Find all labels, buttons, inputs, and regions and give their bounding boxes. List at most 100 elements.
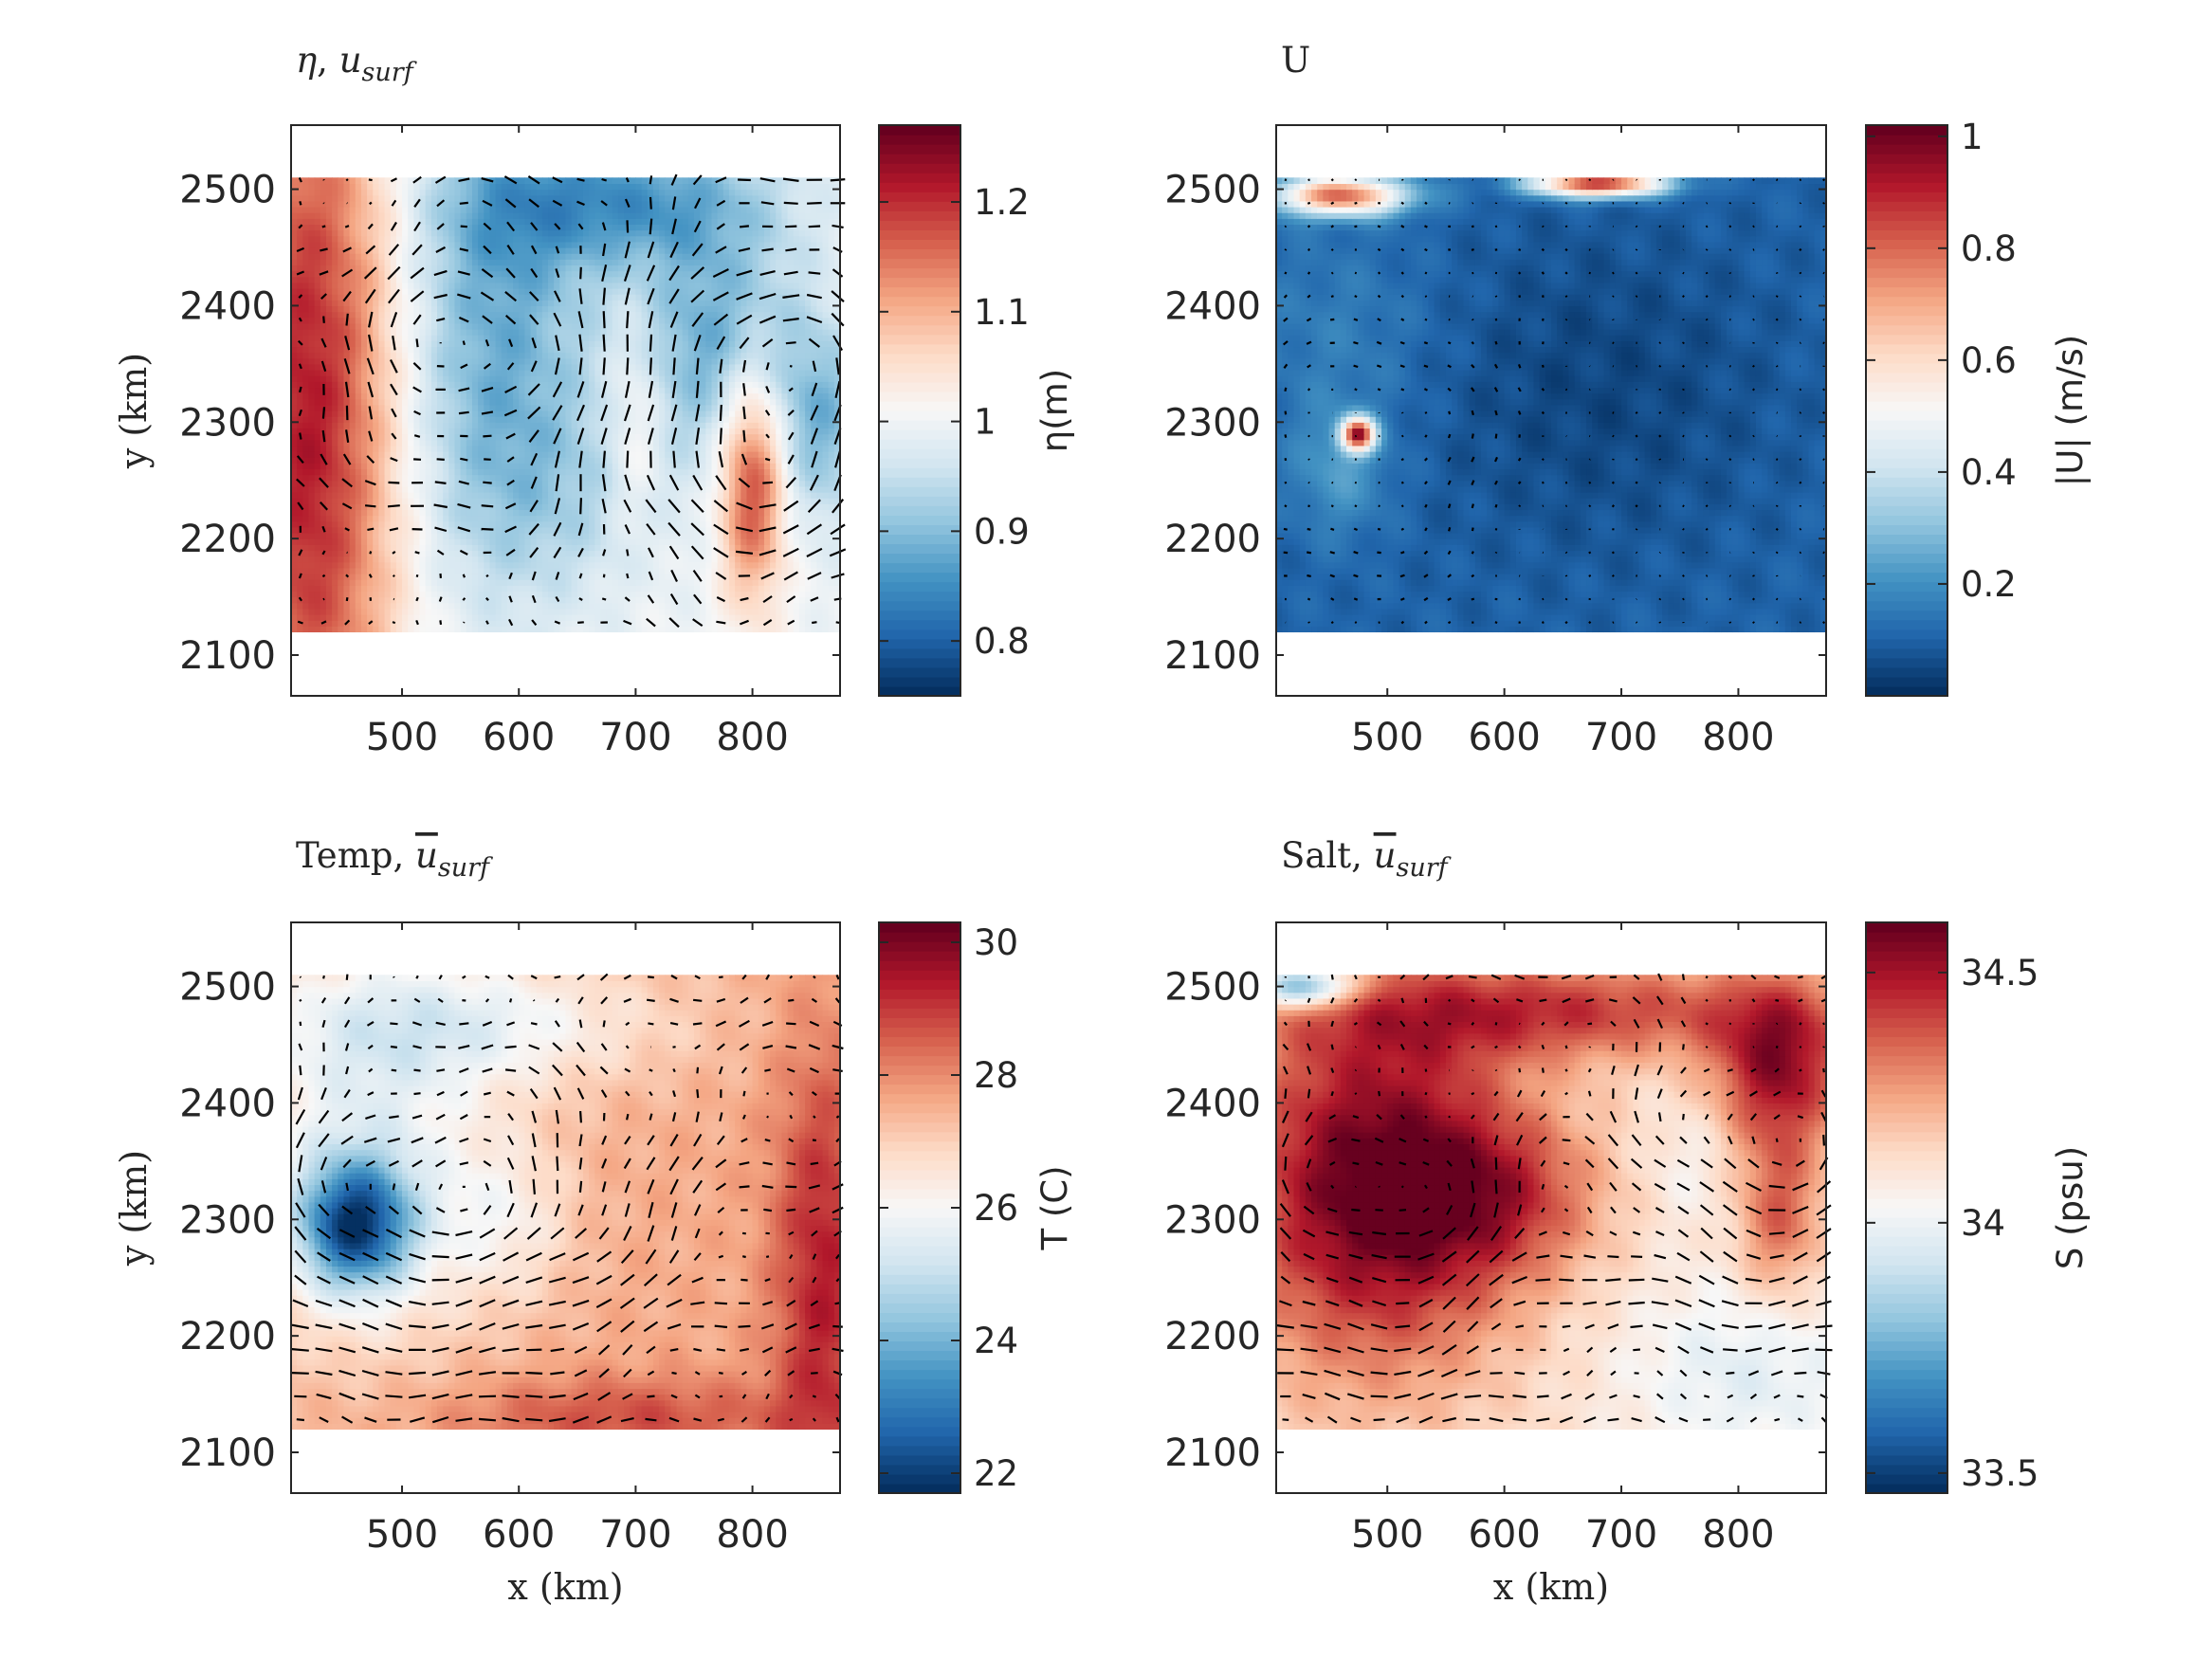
heatmap-cell	[589, 463, 595, 470]
heatmap-cell	[425, 387, 432, 394]
heatmap-cell	[536, 439, 543, 447]
heatmap-cell	[489, 398, 497, 406]
heatmap-cell	[798, 445, 806, 452]
heatmap-cell	[793, 492, 800, 499]
heatmap-cell	[635, 433, 643, 441]
heatmap-cell	[641, 533, 649, 539]
heatmap-cell	[576, 591, 584, 598]
heatmap-cell	[332, 620, 338, 627]
heatmap-cell	[378, 620, 386, 627]
heatmap-cell	[746, 422, 754, 429]
heatmap-cell	[443, 375, 449, 382]
heatmap-cell	[355, 503, 362, 511]
heatmap-cell	[419, 433, 427, 441]
heatmap-cell	[349, 585, 356, 592]
heatmap-cell	[665, 585, 671, 592]
heatmap-cell	[635, 556, 643, 563]
heatmap-cell	[489, 544, 497, 552]
heatmap-cell	[763, 533, 771, 539]
heatmap-cell	[454, 416, 462, 423]
heatmap-cell	[816, 433, 824, 441]
heatmap-cell	[711, 620, 719, 627]
heatmap-cell	[390, 561, 397, 569]
heatmap-cell	[682, 468, 689, 476]
heatmap-cell	[314, 422, 321, 429]
heatmap-cell	[606, 474, 613, 482]
heatmap-cell	[770, 474, 777, 482]
heatmap-cell	[541, 439, 549, 447]
heatmap-cell	[325, 474, 333, 482]
heatmap-cell	[495, 322, 503, 330]
heatmap-cell	[559, 485, 567, 493]
heatmap-cell	[419, 363, 427, 371]
heatmap-cell	[530, 404, 538, 411]
heatmap-cell	[408, 352, 414, 359]
heatmap-cell	[687, 544, 695, 552]
heatmap-cell	[536, 392, 543, 400]
heatmap-cell	[635, 439, 643, 447]
heatmap-cell	[641, 485, 649, 493]
heatmap-cell	[816, 620, 824, 627]
heatmap-cell	[559, 544, 567, 552]
heatmap-cell	[752, 626, 759, 633]
heatmap-cell	[670, 416, 678, 423]
heatmap-cell	[501, 614, 508, 621]
heatmap-cell	[600, 608, 608, 615]
heatmap-cell	[478, 387, 484, 394]
heatmap-cell	[781, 626, 789, 633]
heatmap-cell	[758, 468, 765, 476]
heatmap-cell	[746, 392, 754, 400]
heatmap-cell	[448, 474, 456, 482]
heatmap-cell	[641, 608, 649, 615]
heatmap-cell	[513, 602, 520, 610]
heatmap-cell	[501, 375, 508, 382]
heatmap-cell	[700, 457, 706, 464]
heatmap-cell	[360, 533, 368, 539]
heatmap-cell	[548, 498, 555, 504]
heatmap-cell	[670, 608, 678, 615]
heatmap-cell	[763, 451, 771, 458]
heatmap-cell	[682, 439, 689, 447]
heatmap-cell	[373, 567, 379, 574]
heatmap-cell	[700, 370, 706, 376]
heatmap-cell	[687, 398, 695, 406]
heatmap-cell	[665, 445, 671, 452]
heatmap-cell	[471, 520, 479, 528]
heatmap-cell	[687, 474, 695, 482]
heatmap-cell	[711, 503, 719, 511]
heatmap-cell	[582, 608, 590, 615]
heatmap-cell	[495, 520, 503, 528]
heatmap-cell	[752, 428, 759, 435]
heatmap-cell	[635, 608, 643, 615]
heatmap-cell	[297, 463, 303, 470]
heatmap-cell	[594, 457, 602, 464]
heatmap-cell	[489, 370, 497, 376]
heatmap-cell	[513, 626, 520, 633]
heatmap-cell	[793, 626, 800, 633]
heatmap-cell	[448, 509, 456, 517]
heatmap-cell	[454, 567, 462, 574]
heatmap-cell	[419, 457, 427, 464]
heatmap-cell	[630, 550, 637, 557]
heatmap-cell	[506, 392, 514, 400]
heatmap-cell	[722, 410, 730, 417]
heatmap-cell	[349, 480, 356, 487]
heatmap-cell	[641, 329, 649, 336]
heatmap-cell	[822, 468, 830, 476]
heatmap-cell	[466, 381, 473, 389]
heatmap-cell	[752, 492, 759, 499]
heatmap-cell	[524, 463, 532, 470]
heatmap-cell	[758, 544, 765, 552]
heatmap-cell	[478, 480, 484, 487]
heatmap-cell	[589, 492, 595, 499]
heatmap-cell	[758, 579, 765, 586]
heatmap-cell	[630, 485, 637, 493]
heatmap-cell	[484, 533, 491, 539]
heatmap-cell	[448, 544, 456, 552]
heatmap-cell	[332, 422, 338, 429]
heatmap-cell	[798, 608, 806, 615]
heatmap-cell	[630, 433, 637, 441]
heatmap-cell	[360, 463, 368, 470]
heatmap-cell	[828, 550, 835, 557]
